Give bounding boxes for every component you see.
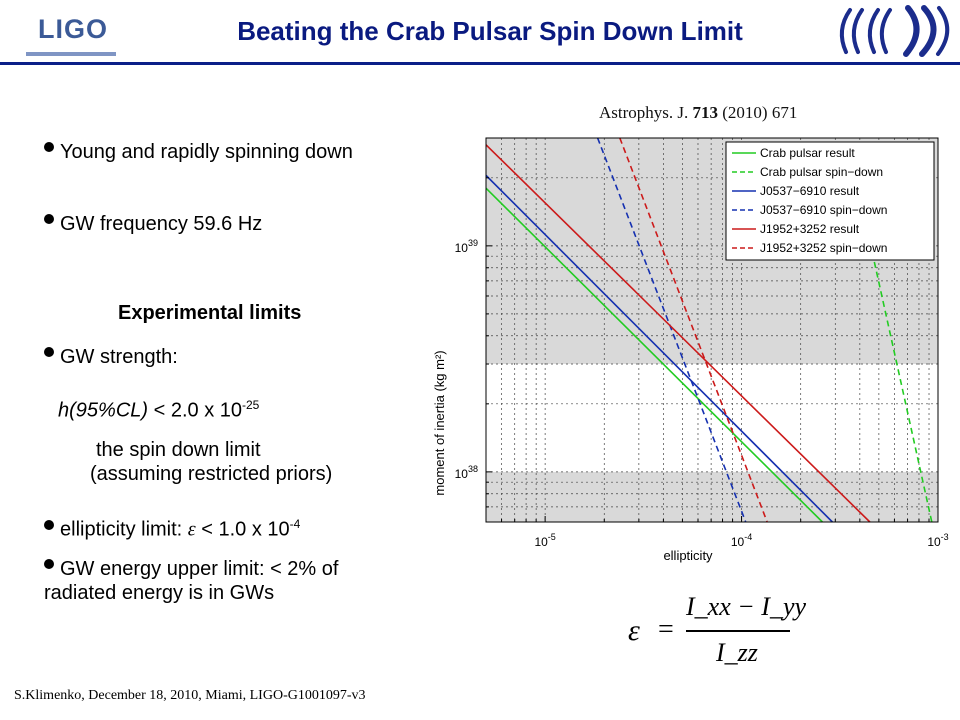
legend-entry: Crab pulsar result [760, 146, 855, 160]
spin-down-line1: the spin down limit [96, 439, 261, 461]
bullet-dot [44, 519, 54, 530]
ligo-logo: LIGO [38, 14, 108, 44]
y-tick-exponent: 38 [468, 464, 478, 474]
legend-entry: J0537−6910 result [760, 184, 860, 198]
series-line [596, 137, 747, 523]
formula-denominator: I_zz [716, 638, 758, 667]
bullet-dot [44, 142, 54, 152]
slide-title: Beating the Crab Pulsar Spin Down Limit [237, 16, 743, 46]
section-heading: Experimental limits [118, 302, 302, 324]
ligo-logo-underline [26, 52, 116, 56]
title-divider [0, 62, 960, 65]
shaded-band [486, 471, 938, 522]
bullet-ellipticity: ellipticity limit: ε < 1.0 x 10-4 [44, 512, 300, 542]
footer: S.Klimenko, December 18, 2010, Miami, LI… [14, 688, 366, 703]
series-line [485, 187, 823, 523]
virgo-logo [839, 5, 950, 57]
x-tick-label: 10-3 [927, 532, 948, 549]
x-tick-exponent: -4 [744, 532, 752, 542]
formula-equals: = [658, 614, 674, 645]
citation: Astrophys. J. 713 (2010) 671 [599, 103, 797, 123]
y-axis-label: moment of inertia (kg m²) [432, 350, 447, 495]
y-tick-label: 1038 [455, 464, 478, 481]
bullet-frequency: GW frequency 59.6 Hz [44, 212, 262, 236]
legend-entry: J0537−6910 spin−down [760, 203, 887, 217]
legend-entry: J1952+3252 spin−down [760, 241, 887, 255]
formula-fraction-bar [686, 630, 790, 632]
legend: Crab pulsar result Crab pulsar spin−down J… [725, 141, 935, 261]
citation-journal: Astrophys. J. [599, 103, 689, 122]
spin-down-line2: (assuming restricted priors) [90, 463, 333, 485]
x-tick-exponent: -5 [548, 532, 556, 542]
formula-epsilon: ε [628, 614, 640, 647]
bullet-dot [44, 214, 54, 224]
ellipticity-vs-inertia-chart: 10-5 10-4 10-3 1038 1039 ellipticity moment … [432, 137, 949, 563]
citation-pages: (2010) 671 [722, 103, 798, 122]
series-line [485, 174, 833, 523]
x-tick-label: 10-4 [731, 532, 752, 549]
bullet-strength: GW strength: [44, 345, 178, 369]
legend-box [725, 141, 935, 261]
legend-entry: Crab pulsar spin−down [760, 165, 883, 179]
bullet-young: Young and rapidly spinning down [44, 140, 404, 164]
legend-entry: J1952+3252 result [760, 222, 860, 236]
formula-numerator: I_xx − I_yy [686, 592, 807, 621]
strain-limit: h(95%CL) < 2.0 x 10-25 [58, 398, 260, 422]
x-tick-label: 10-5 [534, 532, 555, 549]
ellipticity-formula: ε = I_xx − I_yy I_zz [600, 588, 840, 678]
x-tick-exponent: -3 [941, 532, 949, 542]
y-tick-label: 1039 [455, 238, 478, 255]
series-line [485, 144, 871, 523]
x-axis-label: ellipticity [663, 548, 713, 563]
series-line [619, 137, 768, 523]
citation-volume: 713 [692, 103, 719, 122]
bullet-dot [44, 559, 54, 569]
bullet-energy: GW energy upper limit: < 2% of radiated … [44, 558, 339, 604]
plot-frame [485, 137, 939, 523]
bullet-dot [44, 347, 54, 357]
y-tick-exponent: 39 [468, 238, 478, 248]
